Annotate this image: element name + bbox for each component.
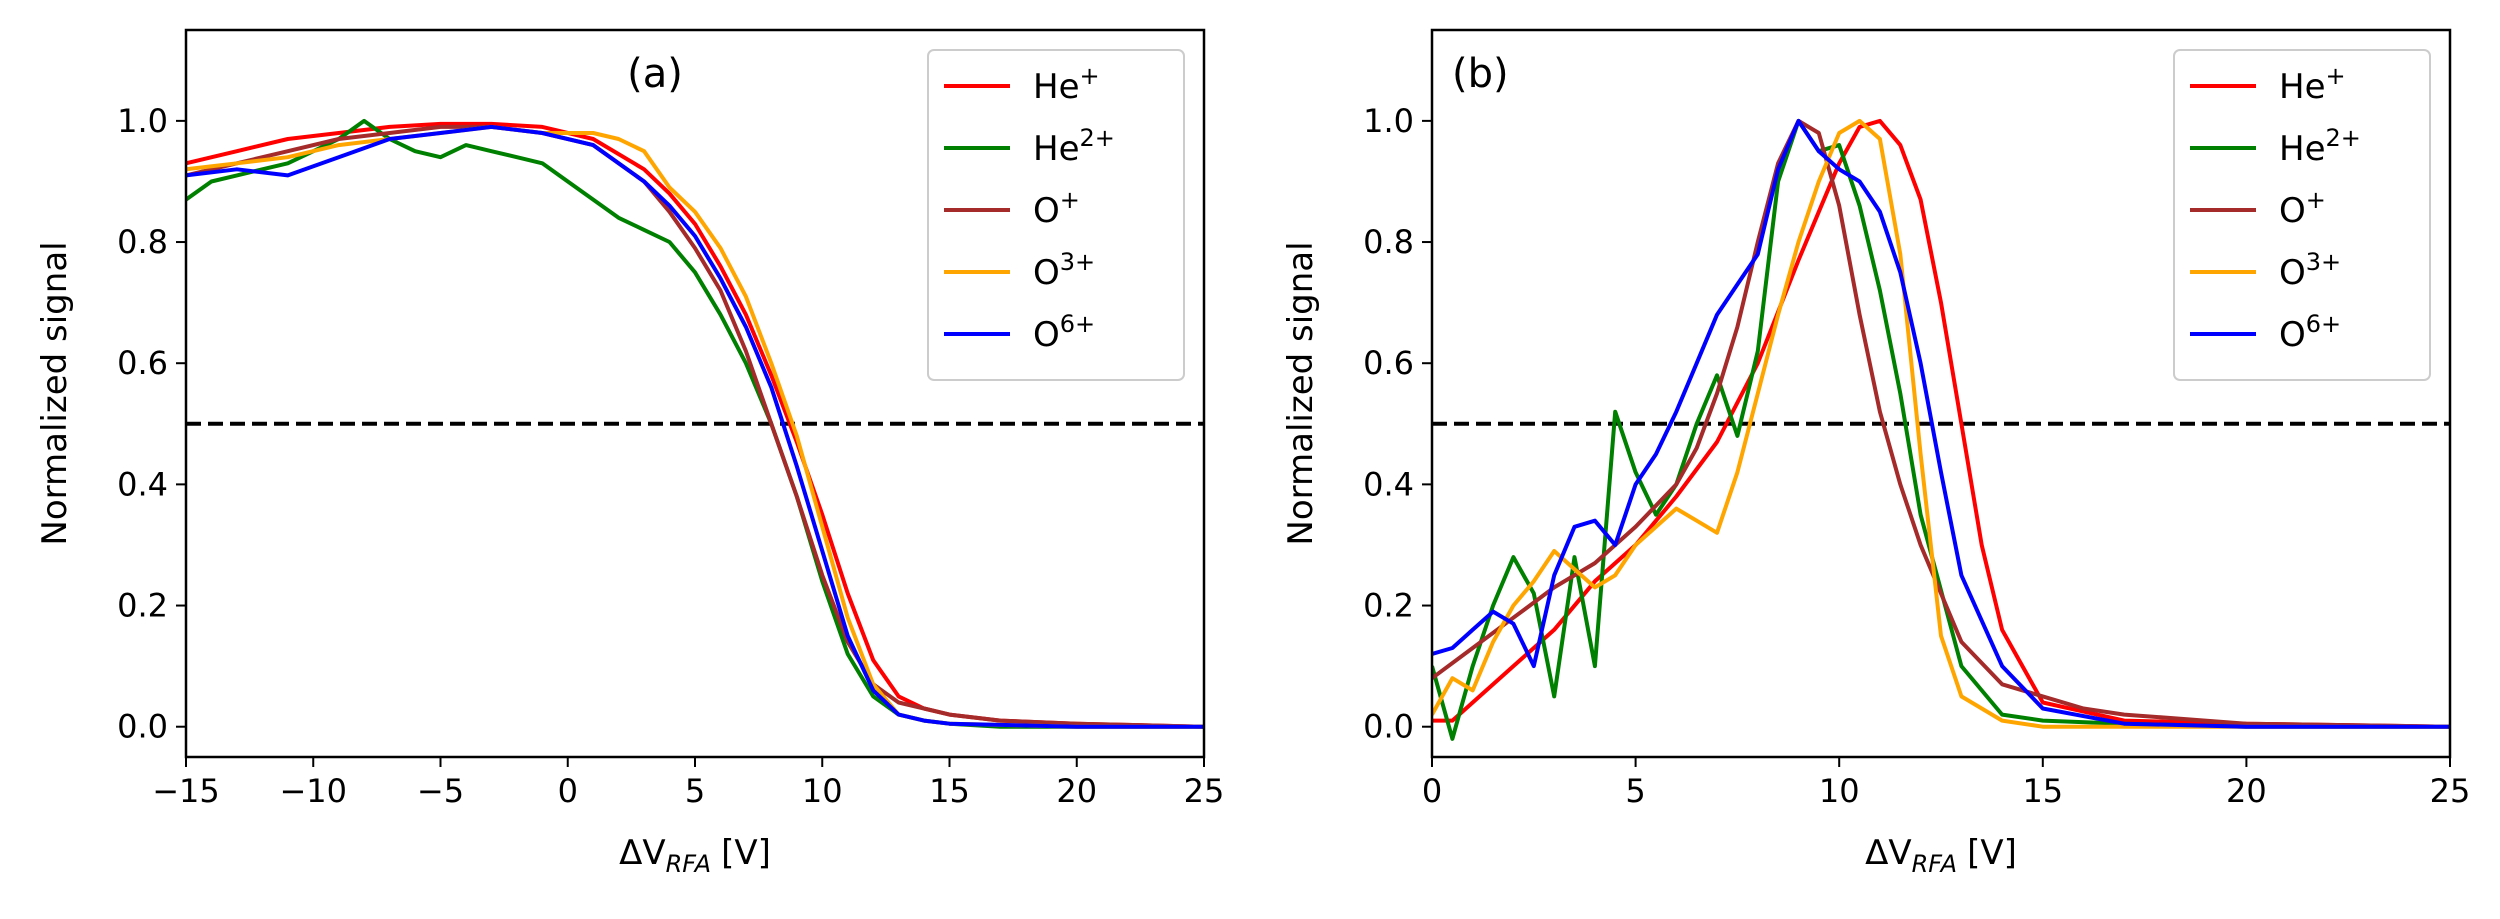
series-line-o-plus: [186, 124, 1204, 729]
series-line-he-2plus: [1432, 118, 2450, 741]
legend-entry-label: O3+: [1033, 248, 1095, 293]
x-tick-label: 25: [1184, 772, 1225, 810]
legend-entry-label: O6+: [1033, 310, 1095, 355]
y-tick-label: 0.6: [117, 344, 168, 382]
x-tick-label: 0: [1422, 772, 1442, 810]
series-line-he-2plus: [186, 118, 1204, 729]
x-tick-label: 5: [1625, 772, 1645, 810]
x-axis-label: ΔVRFA [V]: [619, 833, 771, 878]
y-tick-label: 0.4: [1363, 465, 1414, 503]
panel-a-chart: −15 −10 −5 0 5 10 15 20 25 0.0 0.2 0.4 0.6 0.8 1.0 Norm…: [35, 28, 1225, 878]
x-axis-label: ΔVRFA [V]: [1865, 833, 2017, 878]
y-tick-label: 0.6: [1363, 344, 1414, 382]
x-tick-label: 10: [802, 772, 843, 810]
y-tick-label: 1.0: [117, 102, 168, 140]
x-tick-label: 20: [1056, 772, 1097, 810]
legend: He+ He2+ O+ O3+ O6+: [2173, 49, 2431, 381]
legend-entry-label: O+: [1033, 186, 1080, 231]
panel-label: (b): [1452, 51, 1509, 97]
x-tick-label: −15: [152, 772, 220, 810]
legend-box: [2173, 49, 2431, 381]
x-tick-label: −10: [279, 772, 347, 810]
legend-entry-label: O6+: [2279, 310, 2341, 355]
legend-entry-label: He+: [1033, 62, 1100, 107]
series-line-o-plus: [1432, 118, 2450, 729]
legend-entry-label: He2+: [2279, 124, 2361, 169]
x-tick-label: 5: [685, 772, 705, 810]
y-axis-label: Normalized signal: [1281, 241, 1321, 545]
y-tick-label: 0.8: [117, 223, 168, 261]
series-line-o-6plus: [186, 124, 1204, 729]
x-tick-label: −5: [417, 772, 464, 810]
y-tick-label: 1.0: [1363, 102, 1414, 140]
legend-entry-label: O3+: [2279, 248, 2341, 293]
x-tick-label: 10: [1819, 772, 1860, 810]
legend-entry-label: He+: [2279, 62, 2346, 107]
x-tick-label: 0: [558, 772, 578, 810]
legend-entry-label: He2+: [1033, 124, 1115, 169]
y-tick-label: 0.4: [117, 465, 168, 503]
y-tick-label: 0.2: [1363, 587, 1414, 625]
x-tick-label: 15: [2022, 772, 2063, 810]
panel-label: (a): [627, 51, 683, 97]
x-tick-label: 15: [929, 772, 970, 810]
y-tick-label: 0.0: [1363, 708, 1414, 746]
panel-b-chart: 0 5 10 15 20 25 0.0 0.2 0.4 0.6 0.8 1.0 Normalized s…: [1281, 28, 2471, 878]
legend-box: [927, 49, 1185, 381]
plot-frame: [1430, 28, 2452, 759]
y-tick-label: 0.8: [1363, 223, 1414, 261]
series-line-o-3plus: [1432, 118, 2450, 729]
y-tick-label: 0.2: [117, 587, 168, 625]
x-tick-label: 25: [2430, 772, 2471, 810]
x-tick-label: 20: [2226, 772, 2267, 810]
y-axis-label: Normalized signal: [35, 241, 75, 545]
legend: He+ He2+ O+ O3+ O6+: [927, 49, 1185, 381]
series-line-he-plus: [1432, 118, 2450, 729]
y-tick-label: 0.0: [117, 708, 168, 746]
series-line-o-6plus: [1432, 118, 2450, 729]
legend-entry-label: O+: [2279, 186, 2326, 231]
